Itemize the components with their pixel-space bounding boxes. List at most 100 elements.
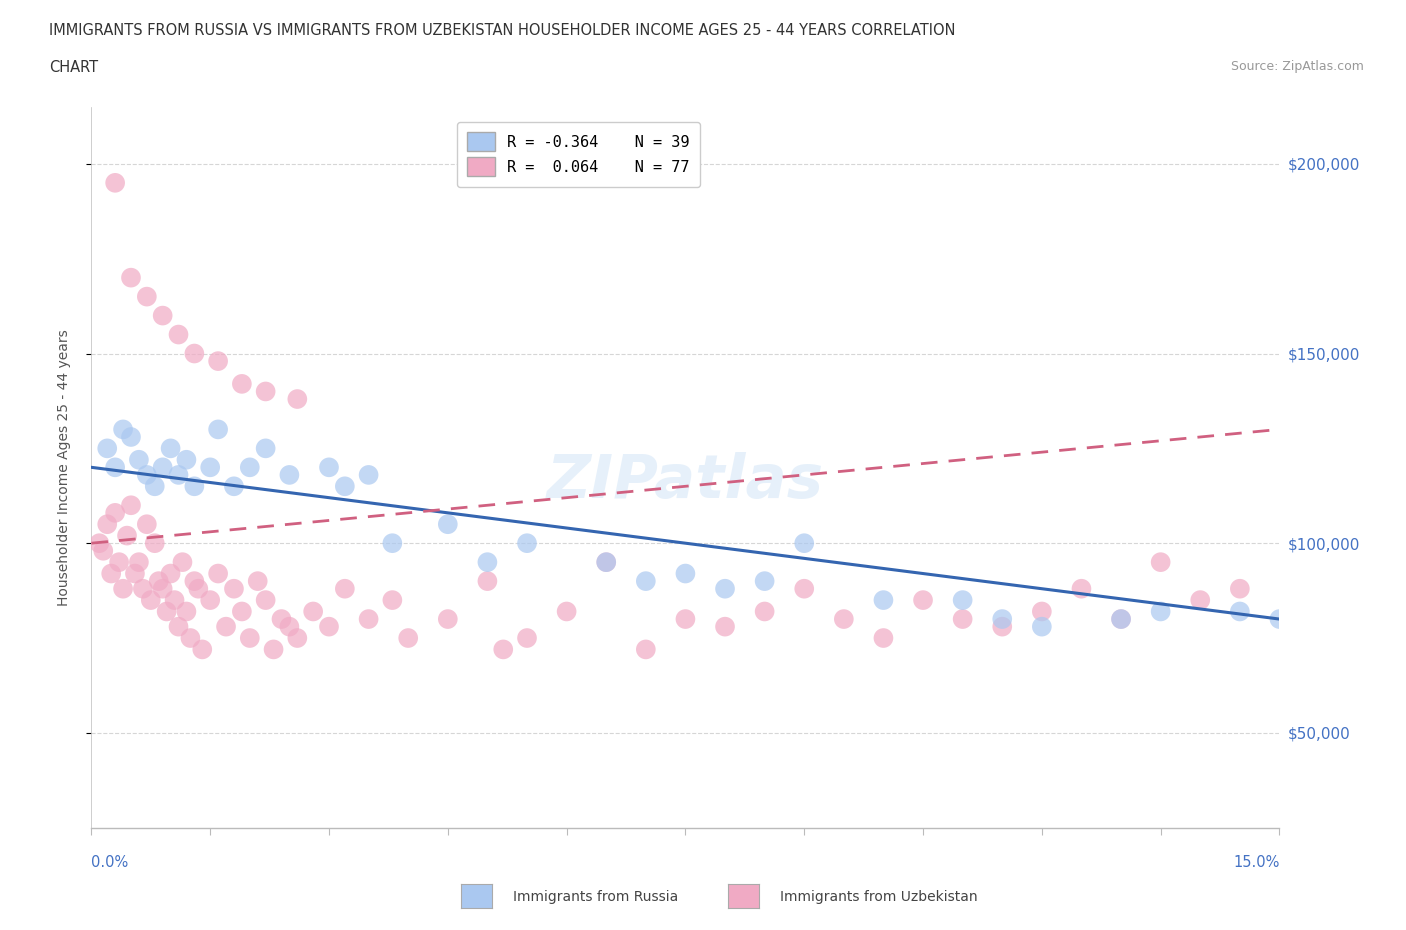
Point — [270, 612, 292, 627]
Point — [673, 566, 696, 581]
Point — [357, 468, 380, 483]
Point — [254, 441, 277, 456]
Point — [381, 536, 404, 551]
Point — [104, 505, 127, 520]
Point — [436, 612, 458, 627]
Point — [215, 619, 238, 634]
Point — [254, 592, 277, 607]
Point — [381, 592, 404, 607]
Text: Immigrants from Uzbekistan: Immigrants from Uzbekistan — [780, 890, 979, 904]
Point — [285, 631, 308, 645]
Point — [152, 308, 174, 323]
Point — [183, 479, 205, 494]
Legend: R = -0.364    N = 39, R =  0.064    N = 77: R = -0.364 N = 39, R = 0.064 N = 77 — [457, 122, 700, 187]
Point — [167, 327, 190, 342]
Point — [1268, 612, 1291, 627]
Point — [278, 468, 301, 483]
Point — [318, 460, 340, 475]
Point — [120, 430, 142, 445]
Point — [91, 543, 114, 558]
Point — [1189, 592, 1212, 607]
Point — [167, 619, 190, 634]
Point — [991, 612, 1014, 627]
Point — [156, 604, 179, 619]
Point — [179, 631, 201, 645]
Point — [104, 176, 127, 191]
Point — [832, 612, 855, 627]
Point — [124, 566, 146, 581]
Point — [128, 554, 150, 569]
Point — [436, 517, 458, 532]
Point — [231, 377, 253, 392]
Point — [176, 604, 198, 619]
Point — [112, 422, 135, 437]
Point — [152, 581, 174, 596]
Point — [183, 346, 205, 361]
Point — [333, 479, 356, 494]
Point — [254, 384, 277, 399]
Point — [1229, 581, 1251, 596]
Point — [143, 479, 166, 494]
Point — [673, 612, 696, 627]
Point — [516, 536, 538, 551]
Point — [1070, 581, 1092, 596]
Point — [152, 460, 174, 475]
Point — [231, 604, 253, 619]
Point — [318, 619, 340, 634]
Text: IMMIGRANTS FROM RUSSIA VS IMMIGRANTS FROM UZBEKISTAN HOUSEHOLDER INCOME AGES 25 : IMMIGRANTS FROM RUSSIA VS IMMIGRANTS FRO… — [49, 23, 956, 38]
Point — [1109, 612, 1132, 627]
Point — [198, 592, 221, 607]
Point — [191, 642, 214, 657]
Point — [115, 528, 138, 543]
Point — [159, 441, 181, 456]
Point — [143, 536, 166, 551]
Point — [183, 574, 205, 589]
Point — [357, 612, 380, 627]
Point — [132, 581, 155, 596]
Point — [302, 604, 325, 619]
Point — [163, 592, 186, 607]
Point — [634, 642, 657, 657]
Point — [96, 517, 118, 532]
Point — [172, 554, 194, 569]
Text: 15.0%: 15.0% — [1233, 855, 1279, 870]
Point — [595, 554, 617, 569]
Text: Immigrants from Russia: Immigrants from Russia — [513, 890, 679, 904]
Point — [187, 581, 209, 596]
Point — [135, 468, 157, 483]
Point — [112, 581, 135, 596]
Point — [148, 574, 170, 589]
Point — [911, 592, 934, 607]
Point — [207, 353, 229, 368]
Text: 0.0%: 0.0% — [91, 855, 128, 870]
Point — [135, 289, 157, 304]
Point — [1031, 619, 1053, 634]
Point — [100, 566, 122, 581]
Point — [135, 517, 157, 532]
Point — [714, 581, 737, 596]
Point — [872, 592, 894, 607]
Point — [222, 581, 245, 596]
Point — [1031, 604, 1053, 619]
Point — [952, 612, 974, 627]
Text: Source: ZipAtlas.com: Source: ZipAtlas.com — [1230, 60, 1364, 73]
Point — [1149, 554, 1171, 569]
Point — [120, 498, 142, 512]
Point — [239, 631, 262, 645]
Point — [120, 271, 142, 286]
Point — [108, 554, 131, 569]
Point — [263, 642, 285, 657]
Point — [104, 460, 127, 475]
Point — [754, 604, 776, 619]
Y-axis label: Householder Income Ages 25 - 44 years: Householder Income Ages 25 - 44 years — [56, 329, 70, 605]
Point — [1109, 612, 1132, 627]
Text: ZIPatlas: ZIPatlas — [547, 452, 824, 512]
Point — [1149, 604, 1171, 619]
Point — [477, 574, 499, 589]
Point — [516, 631, 538, 645]
Point — [634, 574, 657, 589]
Point — [793, 536, 815, 551]
Point — [477, 554, 499, 569]
Point — [278, 619, 301, 634]
Point — [396, 631, 419, 645]
